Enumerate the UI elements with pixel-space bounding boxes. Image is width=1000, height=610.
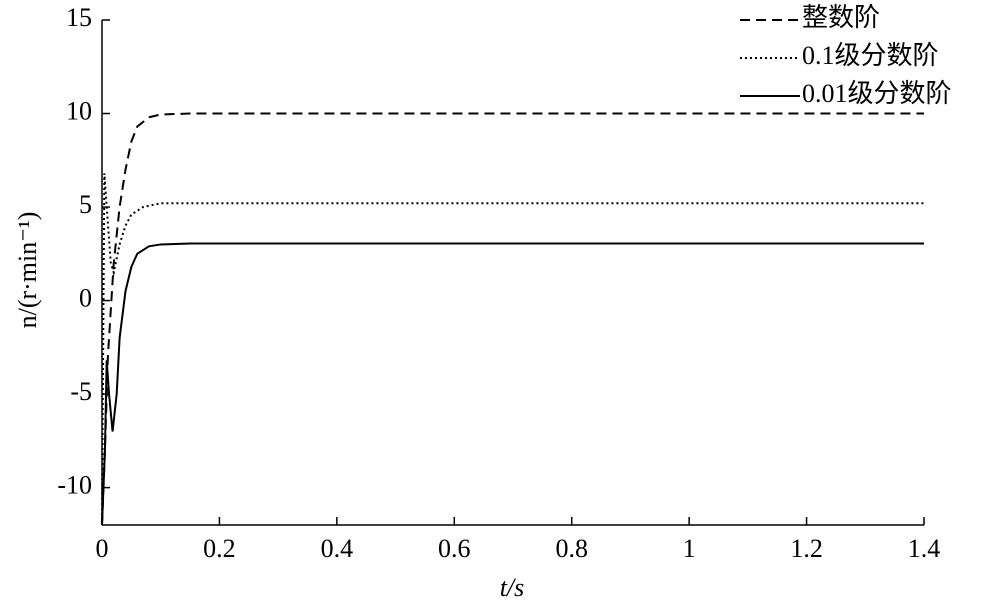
x-tick-label: 1: [683, 534, 696, 563]
y-tick-label: 10: [66, 96, 92, 125]
series-line: [101, 112, 924, 526]
legend-label: 整数阶: [802, 3, 880, 32]
x-axis-label: t/s: [500, 573, 525, 602]
y-tick-label: -5: [70, 377, 92, 406]
y-tick-label: 15: [66, 3, 92, 32]
x-tick-label: 1.4: [908, 534, 941, 563]
legend-label: 0.1级分数阶: [802, 41, 939, 70]
x-tick-label: 0.6: [438, 534, 471, 563]
y-axis-label: n/(r·min⁻¹): [13, 212, 42, 329]
x-tick-label: 1.2: [790, 534, 823, 563]
x-tick-label: 0.8: [555, 534, 588, 563]
x-tick-label: 0.2: [203, 534, 236, 563]
y-tick-label: 0: [79, 284, 92, 313]
x-tick-label: 0.4: [321, 534, 354, 563]
legend-label: 0.01级分数阶: [802, 79, 952, 108]
x-tick-label: 0: [96, 534, 109, 563]
series-line: [101, 173, 924, 526]
y-tick-label: 5: [79, 190, 92, 219]
y-tick-label: -10: [57, 471, 92, 500]
series-line: [101, 242, 924, 526]
